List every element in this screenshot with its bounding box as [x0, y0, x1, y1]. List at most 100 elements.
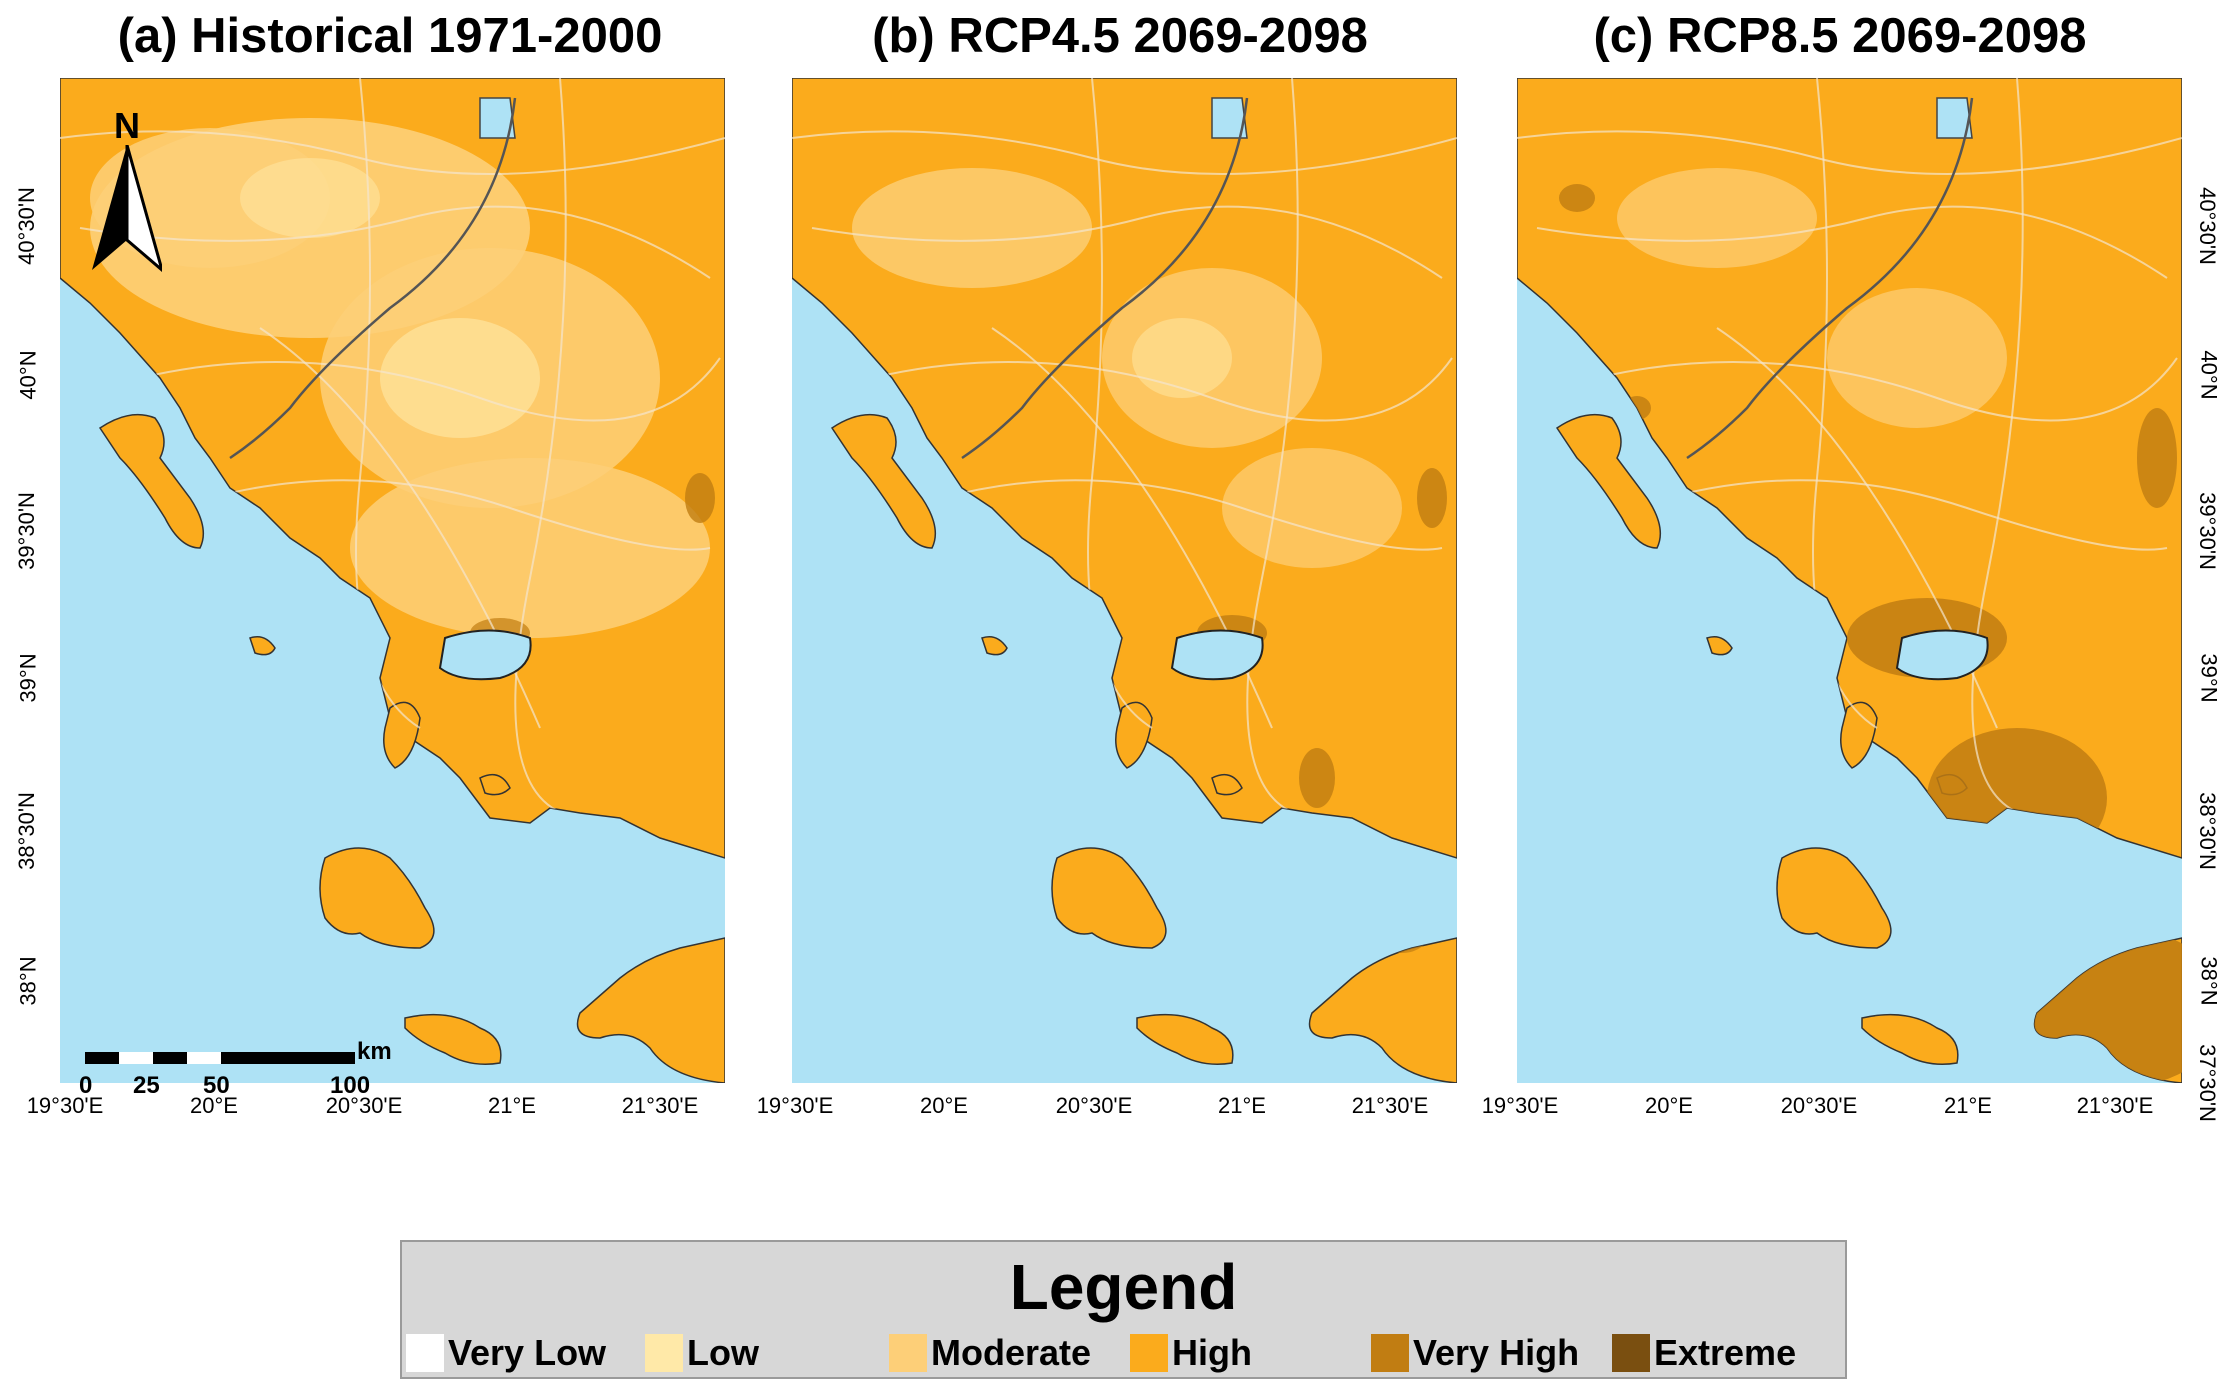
- panel-title-a: (a) Historical 1971-2000: [117, 9, 663, 63]
- scale-label-0: 0: [79, 1072, 93, 1099]
- ytick-right-0: 40°30'N: [2194, 187, 2220, 265]
- road: [1666, 479, 2168, 551]
- xtick-c-4: 21°30'E: [2076, 1093, 2154, 1118]
- gulf-patras: [1262, 854, 1457, 883]
- road: [792, 130, 1457, 175]
- ytick-left-1: 40°N: [15, 350, 41, 400]
- road: [871, 357, 1453, 422]
- legend-item-very-high: Very High: [1371, 1331, 1579, 1375]
- xtick-b-2: 20°30'E: [1055, 1093, 1133, 1118]
- island-corfu: [830, 413, 937, 549]
- island-small-2: [479, 773, 511, 796]
- legend-swatch-high: [1130, 1334, 1168, 1372]
- hazard-patch-low: [380, 318, 540, 438]
- ytick-right-1: 40°N: [2196, 350, 2222, 400]
- map-panel-historical: [60, 78, 725, 1083]
- hazard-patch-very-high: [1417, 468, 1447, 528]
- road: [811, 205, 1443, 279]
- road: [514, 78, 601, 820]
- scale-label-100: 100: [330, 1072, 371, 1099]
- legend-title: Legend: [1009, 1251, 1238, 1323]
- ytick-right-3: 39°N: [2196, 653, 2222, 703]
- legend-item-very-low: Very Low: [406, 1331, 606, 1375]
- road: [1536, 205, 2168, 279]
- xtick-a-0: 19°30'E: [26, 1093, 104, 1118]
- hazard-patch-very-high: [685, 473, 715, 523]
- gulf-ambracian: [1170, 629, 1264, 681]
- hazard-patch-very-high: [2137, 408, 2177, 508]
- scale-label-50: 50: [203, 1072, 230, 1099]
- island-kefalonia: [319, 847, 435, 949]
- ytick-left-0: 40°30'N: [13, 187, 39, 265]
- hazard-patch-moderate: [1222, 448, 1402, 568]
- lake: [479, 97, 516, 139]
- ytick-left-3: 39°N: [15, 653, 41, 703]
- island-lefkada: [383, 701, 421, 769]
- scale-bar: km 0 25 50 100: [79, 1038, 405, 1112]
- island-corfu: [98, 413, 205, 549]
- xtick-a-1: 20°E: [190, 1093, 238, 1118]
- legend-item-low: Low: [645, 1331, 759, 1375]
- legend-items: Very Low Low Moderate High Very High Ext…: [402, 1331, 1845, 1375]
- hazard-patch-moderate: [1617, 168, 1817, 268]
- road: [1596, 357, 2178, 422]
- xtick-c-3: 21°E: [1944, 1093, 1992, 1118]
- hazard-patch-low: [240, 158, 380, 238]
- road: [209, 479, 711, 551]
- legend-label-very-high: Very High: [1413, 1332, 1580, 1373]
- peloponnese: [1308, 937, 1457, 1083]
- ytick-right-4: 38°30'N: [2194, 792, 2220, 870]
- road: [139, 357, 721, 422]
- ytick-left-2: 39°30'N: [13, 492, 39, 570]
- island-kefalonia: [1051, 847, 1167, 949]
- legend-swatch-low: [645, 1334, 683, 1372]
- gulf-ambracian: [438, 629, 532, 681]
- lake: [1936, 97, 1973, 139]
- scale-label-25: 25: [133, 1072, 160, 1099]
- xtick-a-3: 21°E: [488, 1093, 536, 1118]
- island-kefalonia: [1776, 847, 1892, 949]
- gulf-ambracian: [1895, 629, 1989, 681]
- panel-title-c: (c) RCP8.5 2069-2098: [1593, 9, 2087, 63]
- legend-item-high: High: [1130, 1331, 1252, 1375]
- xtick-b-1: 20°E: [920, 1093, 968, 1118]
- hazard-patch-very-high: [1559, 184, 1595, 212]
- gulf-patras: [1987, 854, 2182, 883]
- island-zakynthos: [1861, 1013, 1959, 1065]
- legend: Legend Very Low Low Moderate High Very H…: [400, 1240, 1847, 1379]
- island-zakynthos: [404, 1013, 502, 1065]
- island-small-1: [249, 636, 276, 656]
- country-border: [1686, 97, 1974, 460]
- ytick-right-2: 39°30'N: [2194, 492, 2220, 570]
- legend-label-moderate: Moderate: [931, 1332, 1092, 1373]
- ytick-right-5: 38°N: [2196, 956, 2222, 1006]
- country-border: [961, 97, 1249, 460]
- scale-bar-graphic: [85, 1052, 355, 1064]
- xtick-b-4: 21°30'E: [1351, 1093, 1429, 1118]
- legend-item-extreme: Extreme: [1612, 1331, 1796, 1375]
- hazard-patch-very-high: [1299, 748, 1335, 808]
- legend-swatch-extreme: [1612, 1334, 1650, 1372]
- ytick-right-6: 37°30'N: [2194, 1044, 2220, 1122]
- ytick-left-4: 38°30'N: [13, 792, 39, 870]
- legend-swatch-moderate: [889, 1334, 927, 1372]
- panel-title-b: (b) RCP4.5 2069-2098: [872, 9, 1368, 63]
- island-lefkada: [1840, 701, 1878, 769]
- xtick-c-0: 19°30'E: [1481, 1093, 1559, 1118]
- country-border: [229, 97, 517, 460]
- legend-swatch-very-high: [1371, 1334, 1409, 1372]
- island-zakynthos: [1136, 1013, 1234, 1065]
- hazard-patch-low: [1132, 318, 1232, 398]
- island-small-1: [1706, 636, 1733, 656]
- xtick-c-2: 20°30'E: [1780, 1093, 1858, 1118]
- legend-label-low: Low: [687, 1332, 759, 1373]
- gulf-patras: [530, 854, 725, 883]
- north-arrow-icon: N: [92, 105, 162, 272]
- legend-label-high: High: [1172, 1332, 1252, 1373]
- hazard-patch-moderate: [350, 458, 710, 638]
- legend-swatch-very-low: [406, 1334, 444, 1372]
- island-small-2: [1211, 773, 1243, 796]
- road: [79, 205, 711, 279]
- scale-unit: km: [357, 1038, 392, 1065]
- road: [1971, 78, 2058, 820]
